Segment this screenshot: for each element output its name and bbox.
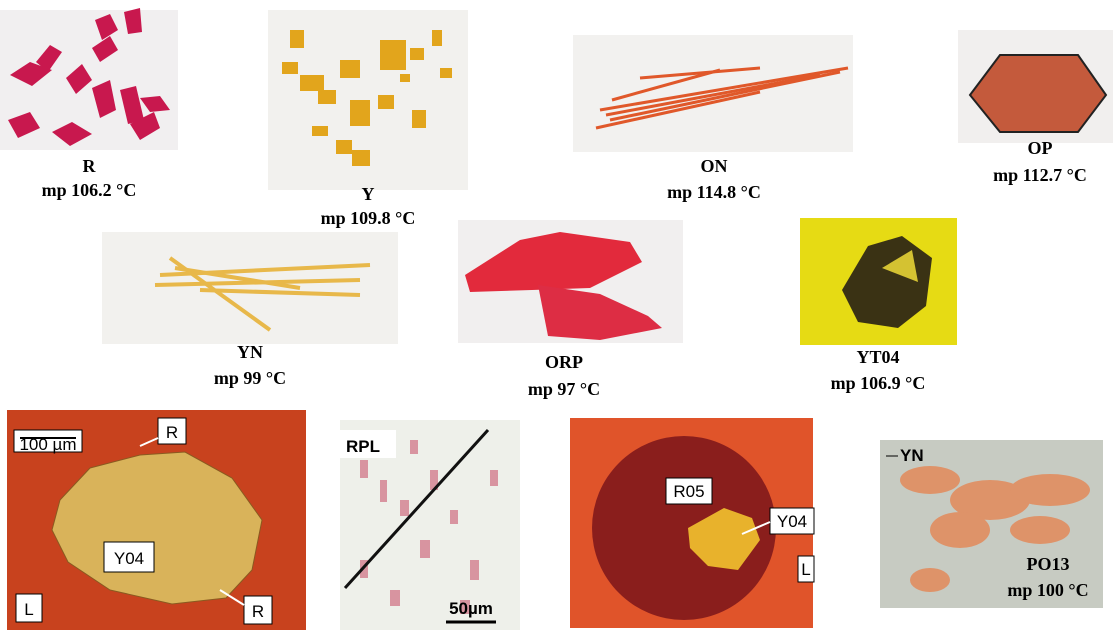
panel-label: ORP xyxy=(545,352,583,372)
photo-op xyxy=(958,30,1113,143)
micrograph: R05 Y04 L xyxy=(570,418,815,628)
panel-label: OP xyxy=(1028,138,1053,158)
scale-bar: 100 µm xyxy=(19,435,76,454)
panel-label: Y xyxy=(362,184,375,204)
melting-point: mp 97 °C xyxy=(528,379,600,399)
label: L xyxy=(801,560,810,579)
photo-yt04 xyxy=(800,218,957,345)
photo-r xyxy=(0,8,178,150)
micrograph: RPL 50µm xyxy=(340,420,520,630)
panel-label: ON xyxy=(701,156,728,176)
label: Y04 xyxy=(777,512,807,531)
melting-point: mp 109.8 °C xyxy=(321,208,416,228)
micrograph: YN PO13 mp 100 °C xyxy=(880,440,1103,608)
micrograph: 100 µm R Y04 R L xyxy=(7,410,306,630)
photo-y xyxy=(268,10,468,190)
label: R xyxy=(252,602,264,621)
label: YN xyxy=(900,446,924,465)
melting-point: mp 106.9 °C xyxy=(831,373,926,393)
photo-orp xyxy=(458,220,683,343)
label: L xyxy=(24,600,33,619)
melting-point: mp 106.2 °C xyxy=(42,180,137,200)
label: RPL xyxy=(346,437,380,456)
panel-label: YN xyxy=(237,342,263,362)
panel-label: R xyxy=(83,156,97,176)
scale-bar: 50µm xyxy=(449,599,493,618)
photo-on xyxy=(573,35,853,152)
melting-point: mp 112.7 °C xyxy=(993,165,1087,185)
melting-point: mp 114.8 °C xyxy=(667,182,761,202)
photo-yn xyxy=(102,232,398,344)
label: Y04 xyxy=(114,549,144,568)
melting-point: mp 100 °C xyxy=(1007,580,1088,600)
label: PO13 xyxy=(1027,554,1070,574)
panel-label: YT04 xyxy=(856,347,899,367)
label: R05 xyxy=(673,482,704,501)
label: R xyxy=(166,423,178,442)
melting-point: mp 99 °C xyxy=(214,368,286,388)
